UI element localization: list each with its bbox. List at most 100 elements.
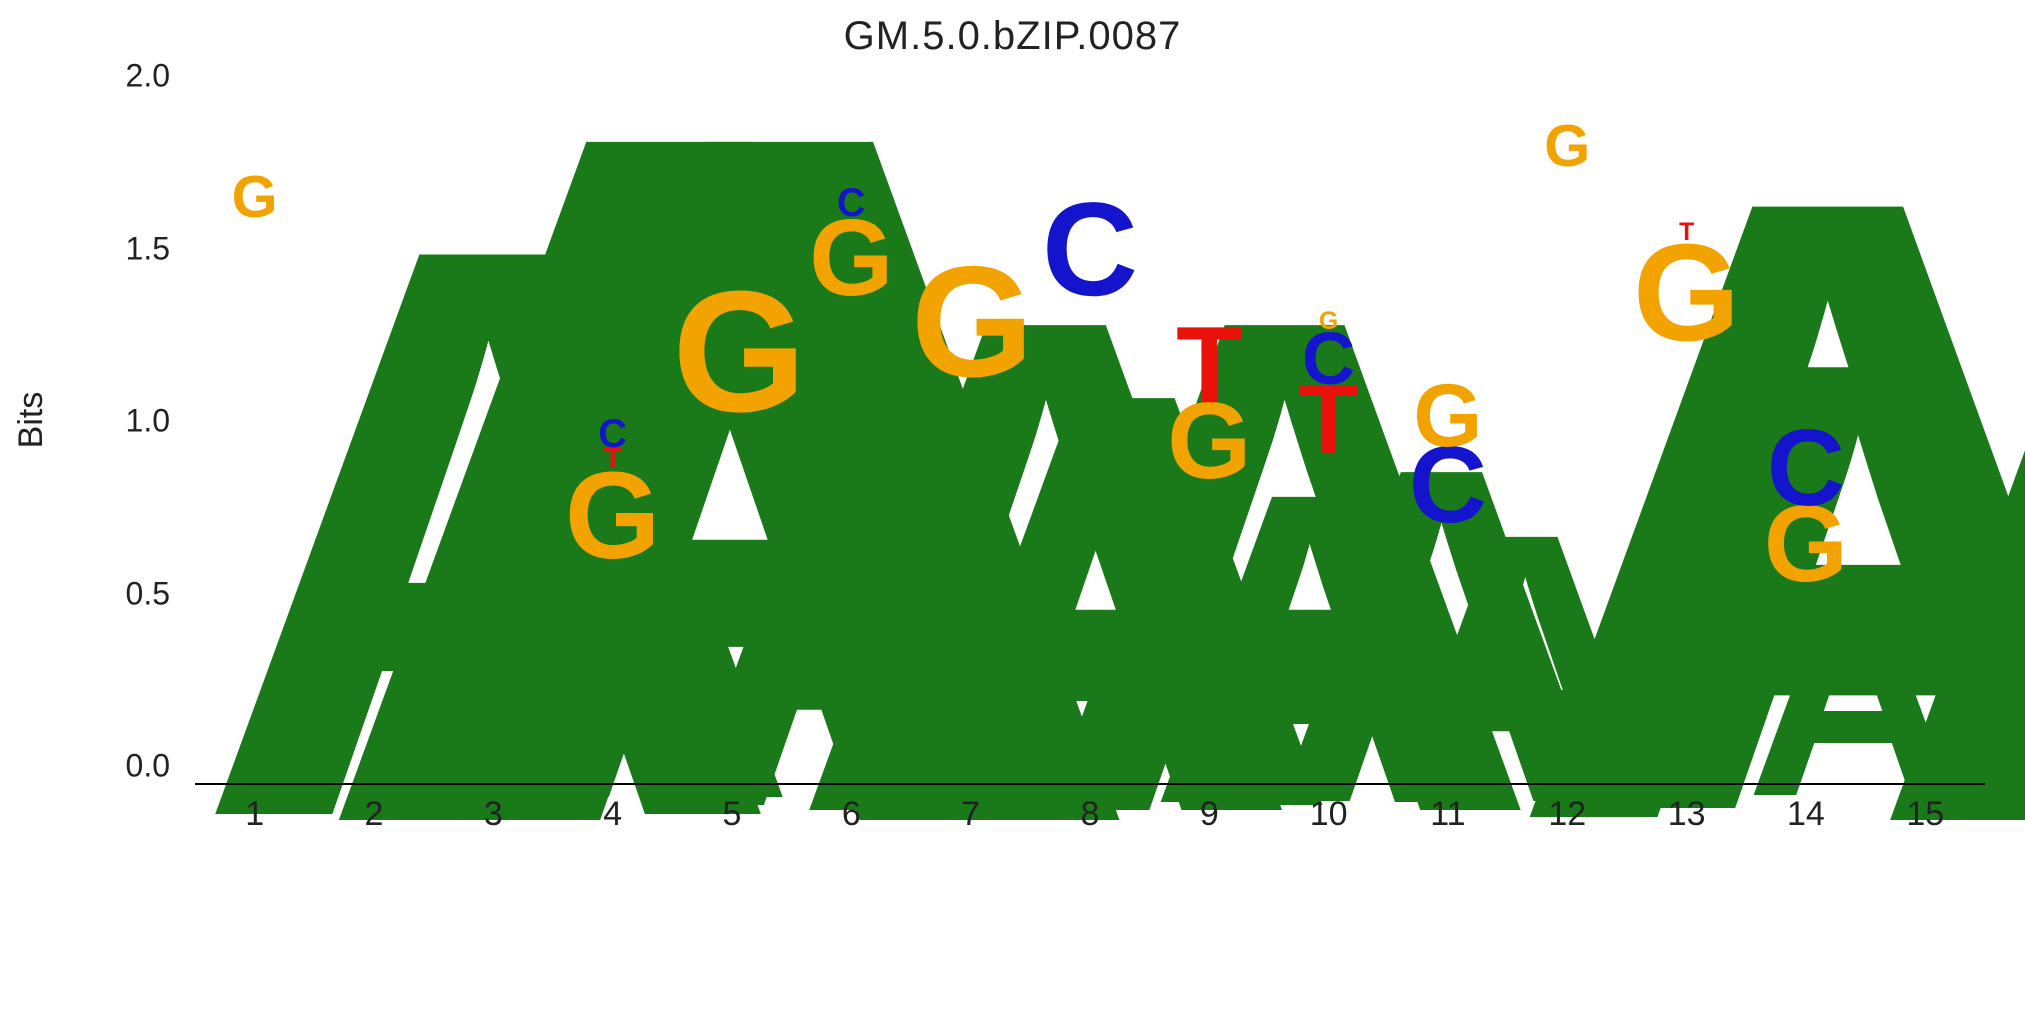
base-letter-G-pos7: G	[911, 261, 1030, 371]
base-letter-G-pos4: G	[553, 468, 672, 554]
base-letter-C-pos14: C	[1746, 426, 1865, 502]
base-letter-A-pos9: A	[1150, 475, 1269, 786]
y-axis-tick-1.0: 1.0	[80, 403, 170, 440]
base-letter-T-pos9: T	[1150, 323, 1269, 399]
letter-glyph-A: A	[792, 292, 911, 785]
base-letter-C-pos10: C	[1269, 330, 1388, 382]
letter-glyph-T: T	[1627, 223, 1746, 240]
base-letter-C-pos6: C	[792, 188, 911, 216]
letter-glyph-G: G	[1388, 381, 1507, 443]
logo-column-14: AGC	[1746, 95, 1865, 785]
base-letter-A-pos5: A	[672, 406, 791, 786]
letter-glyph-A: A	[1746, 578, 1865, 785]
base-letter-A-pos11: A	[1388, 519, 1507, 785]
x-axis-tick-12: 12	[1508, 795, 1627, 834]
base-letter-C-pos8: C	[1030, 199, 1149, 292]
base-letter-G-pos11: G	[1388, 381, 1507, 443]
x-axis-tick-2: 2	[314, 795, 433, 834]
base-letter-G-pos10: G	[1269, 312, 1388, 329]
letter-glyph-G: G	[195, 174, 314, 215]
x-axis-tick-6: 6	[792, 795, 911, 834]
base-letter-A-pos3: A	[434, 95, 553, 785]
base-letter-A-pos2: A	[314, 95, 433, 785]
base-letter-G-pos5: G	[672, 285, 791, 406]
logo-column-15: A	[1866, 95, 1985, 785]
letter-glyph-T: T	[1150, 323, 1269, 399]
base-letter-A-pos7: A	[911, 371, 1030, 785]
letter-glyph-C: C	[792, 188, 911, 216]
base-letter-C-pos4: C	[553, 419, 672, 447]
x-axis-tick-4: 4	[553, 795, 672, 834]
letter-glyph-A: A	[434, 95, 553, 785]
letter-glyph-A: A	[1030, 292, 1149, 785]
y-axis-label: Bits	[12, 392, 51, 449]
y-axis-tick-0.5: 0.5	[80, 575, 170, 612]
y-axis-tick-2.0: 2.0	[80, 58, 170, 95]
logo-column-2: A	[314, 95, 433, 785]
x-axis-tick-9: 9	[1150, 795, 1269, 834]
x-axis-tick-7: 7	[911, 795, 1030, 834]
letter-glyph-G: G	[553, 468, 672, 554]
base-letter-A-pos6: A	[792, 292, 911, 785]
letter-glyph-C: C	[1030, 199, 1149, 292]
letter-glyph-G: G	[1508, 123, 1627, 164]
letter-glyph-A: A	[1866, 95, 1985, 785]
letter-glyph-C: C	[553, 419, 672, 447]
letter-glyph-A: A	[1269, 450, 1388, 785]
plot-area: 0.0 0.5 1.0 1.5 2.0 AGAAAGTCAGAGCAGACAGTATCG…	[195, 95, 1985, 785]
letter-glyph-A: A	[195, 216, 314, 785]
letter-glyph-A: A	[314, 95, 433, 785]
y-axis-tick-1.5: 1.5	[80, 230, 170, 267]
x-axis-tick-11: 11	[1388, 795, 1507, 834]
letter-glyph-A: A	[1150, 475, 1269, 786]
letter-columns: AGAAAGTCAGAGCAGACAGTATCGACGAGAGTAGCA	[195, 95, 1985, 785]
y-axis: 0.0 0.5 1.0 1.5 2.0	[180, 95, 195, 785]
logo-column-3: A	[434, 95, 553, 785]
base-letter-A-pos1: A	[195, 216, 314, 785]
base-letter-G-pos6: G	[792, 216, 911, 292]
letter-glyph-G: G	[911, 261, 1030, 371]
baseline	[195, 783, 1985, 785]
base-letter-A-pos12: A	[1508, 164, 1627, 785]
base-letter-A-pos4: A	[553, 554, 672, 785]
base-letter-G-pos13: G	[1627, 240, 1746, 337]
letter-glyph-G: G	[1627, 240, 1746, 337]
letter-glyph-A: A	[1388, 519, 1507, 785]
letter-glyph-A: A	[911, 371, 1030, 785]
letter-glyph-G: G	[792, 216, 911, 292]
x-axis-tick-8: 8	[1030, 795, 1149, 834]
x-axis-tick-1: 1	[195, 795, 314, 834]
letter-glyph-A: A	[1508, 164, 1627, 785]
letter-glyph-A: A	[1627, 337, 1746, 786]
letter-glyph-A: A	[672, 406, 791, 786]
base-letter-G-pos1: G	[195, 174, 314, 215]
base-letter-A-pos15: A	[1866, 95, 1985, 785]
base-letter-G-pos12: G	[1508, 123, 1627, 164]
base-letter-A-pos14: A	[1746, 578, 1865, 785]
letter-glyph-C: C	[1746, 426, 1865, 502]
base-letter-A-pos10: A	[1269, 450, 1388, 785]
x-axis-tick-15: 15	[1866, 795, 1985, 834]
base-letter-A-pos8: A	[1030, 292, 1149, 785]
letter-glyph-G: G	[672, 285, 791, 406]
y-axis-tick-0.0: 0.0	[80, 748, 170, 785]
letter-glyph-G: G	[1269, 312, 1388, 329]
x-axis-tick-3: 3	[434, 795, 553, 834]
x-axis-tick-10: 10	[1269, 795, 1388, 834]
letter-glyph-C: C	[1269, 330, 1388, 382]
base-letter-A-pos13: A	[1627, 337, 1746, 786]
letter-glyph-A: A	[553, 554, 672, 785]
x-axis-tick-14: 14	[1746, 795, 1865, 834]
x-axis-tick-5: 5	[672, 795, 791, 834]
